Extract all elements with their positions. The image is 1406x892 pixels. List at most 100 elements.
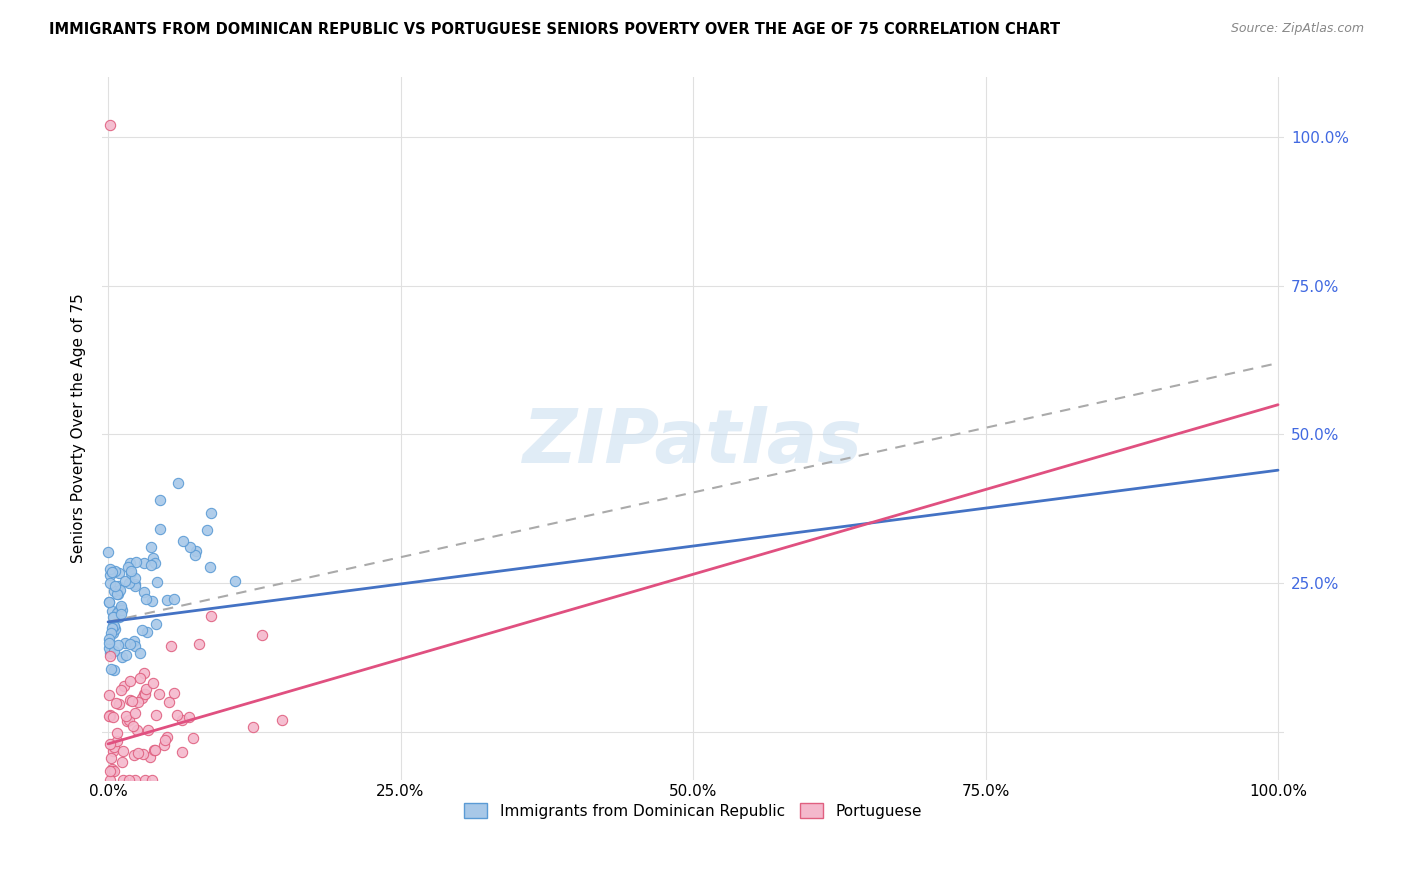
Point xyxy=(103,644,125,658)
Point xyxy=(103,739,125,754)
Text: IMMIGRANTS FROM DOMINICAN REPUBLIC VS PORTUGUESE SENIORS POVERTY OVER THE AGE OF: IMMIGRANTS FROM DOMINICAN REPUBLIC VS PO… xyxy=(49,22,1060,37)
Point xyxy=(124,772,146,787)
Point xyxy=(98,708,121,723)
Point xyxy=(111,772,134,787)
Point xyxy=(104,623,127,637)
Point xyxy=(112,679,135,693)
Point xyxy=(98,648,121,663)
Point xyxy=(179,540,201,554)
Point xyxy=(108,582,131,597)
Point xyxy=(120,692,142,706)
Point xyxy=(142,743,165,757)
Point xyxy=(107,638,129,652)
Point xyxy=(143,743,166,757)
Point xyxy=(156,730,179,744)
Point xyxy=(105,587,128,601)
Point xyxy=(149,493,172,508)
Point xyxy=(125,555,148,569)
Point xyxy=(110,607,132,621)
Point xyxy=(110,755,132,769)
Point xyxy=(103,610,125,624)
Point xyxy=(107,566,129,581)
Point xyxy=(98,632,121,647)
Point xyxy=(101,762,124,776)
Point xyxy=(101,710,124,724)
Point xyxy=(98,568,121,582)
Legend: Immigrants from Dominican Republic, Portuguese: Immigrants from Dominican Republic, Port… xyxy=(458,797,928,824)
Point xyxy=(110,600,132,615)
Point xyxy=(184,549,207,563)
Point xyxy=(111,650,134,665)
Point xyxy=(105,726,128,740)
Point xyxy=(121,693,143,707)
Point xyxy=(200,559,222,574)
Point xyxy=(100,751,122,765)
Point xyxy=(184,544,207,558)
Point xyxy=(166,708,188,723)
Point xyxy=(98,562,121,576)
Point xyxy=(101,621,124,635)
Point xyxy=(148,687,170,701)
Point xyxy=(97,545,120,559)
Point xyxy=(181,731,204,745)
Point xyxy=(145,617,167,632)
Point xyxy=(153,733,176,747)
Point xyxy=(124,706,146,720)
Point xyxy=(120,566,142,581)
Point xyxy=(101,604,124,618)
Point xyxy=(110,599,132,613)
Point xyxy=(159,639,181,653)
Point xyxy=(118,673,141,688)
Point xyxy=(224,574,246,589)
Point xyxy=(103,663,125,677)
Point xyxy=(149,522,172,536)
Point xyxy=(131,623,153,637)
Point xyxy=(101,625,124,640)
Point xyxy=(152,738,174,752)
Point xyxy=(117,714,139,729)
Point xyxy=(111,603,134,617)
Point xyxy=(98,646,121,660)
Point xyxy=(98,772,121,787)
Point xyxy=(167,475,190,490)
Point xyxy=(98,575,121,590)
Point xyxy=(114,636,136,650)
Point xyxy=(124,639,146,653)
Point xyxy=(98,707,121,722)
Point xyxy=(108,697,131,711)
Point xyxy=(110,682,132,697)
Point xyxy=(142,550,165,565)
Point xyxy=(124,633,146,648)
Point xyxy=(103,584,125,599)
Point xyxy=(271,713,294,727)
Point xyxy=(107,603,129,617)
Point xyxy=(121,719,143,733)
Point xyxy=(98,737,121,751)
Point xyxy=(120,564,142,578)
Point xyxy=(141,558,163,573)
Point xyxy=(118,637,141,651)
Point xyxy=(131,747,153,761)
Point xyxy=(118,556,141,570)
Point xyxy=(124,572,146,586)
Point xyxy=(172,713,194,727)
Point xyxy=(100,625,122,640)
Point xyxy=(103,619,125,633)
Point xyxy=(115,648,138,662)
Point xyxy=(98,595,121,609)
Point xyxy=(103,564,125,578)
Point xyxy=(114,574,136,588)
Point xyxy=(132,584,155,599)
Point xyxy=(98,688,121,702)
Point xyxy=(141,772,163,787)
Point xyxy=(98,709,121,723)
Point xyxy=(200,609,222,624)
Point xyxy=(103,764,125,779)
Point xyxy=(103,579,125,593)
Point xyxy=(163,685,186,699)
Point xyxy=(157,695,180,709)
Point xyxy=(105,607,128,621)
Point xyxy=(132,557,155,571)
Point xyxy=(124,577,146,591)
Point xyxy=(118,713,141,727)
